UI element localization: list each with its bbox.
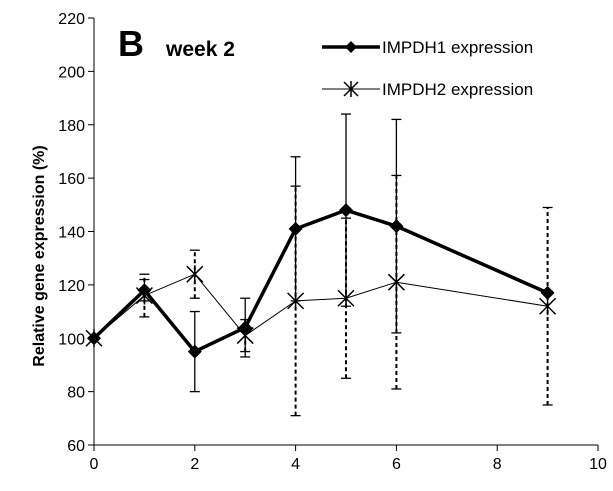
data-point (540, 285, 555, 300)
x-tick-label: 2 (190, 456, 199, 473)
y-tick-label: 100 (58, 331, 85, 348)
x-tick-label: 0 (90, 456, 99, 473)
data-point (186, 265, 204, 284)
series-impdh2 (85, 174, 557, 417)
series-impdh1 (87, 113, 555, 393)
x-tick-label: 6 (392, 456, 401, 473)
y-axis-label: Relative gene expression (%) (31, 145, 48, 366)
legend-entry-impdh1: IMPDH1 expression (322, 38, 533, 57)
y-tick-label: 180 (58, 118, 85, 135)
y-tick-label: 60 (67, 438, 85, 455)
data-point (187, 344, 202, 359)
legend-entry-impdh2: IMPDH2 expression (322, 80, 533, 99)
panel-letter: B (118, 23, 144, 64)
x-tick-label: 8 (493, 456, 502, 473)
legend-label-impdh1: IMPDH1 expression (382, 38, 533, 57)
data-point (339, 203, 353, 218)
data-point (87, 331, 101, 346)
axes (88, 17, 599, 451)
data-point (288, 221, 303, 236)
series-line (92, 208, 549, 354)
data-point (389, 219, 404, 234)
data-point (137, 283, 152, 298)
series-layer (85, 113, 557, 417)
panel-title: week 2 (165, 38, 235, 61)
legend-label-impdh2: IMPDH2 expression (382, 80, 533, 99)
x-tick-labels: 0 2 4 6 8 10 (90, 456, 607, 473)
y-tick-label: 120 (58, 278, 85, 295)
y-tick-labels: 60 80 100 120 140 160 180 200 220 (58, 11, 85, 455)
x-tick-label: 4 (291, 456, 300, 473)
legend-diamond-marker (345, 41, 357, 53)
asterisk-stroke (539, 297, 557, 315)
series-line (93, 273, 548, 339)
y-tick-label: 220 (58, 11, 85, 28)
x-tick-label: 10 (589, 456, 607, 473)
y-tick-label: 160 (58, 171, 85, 188)
asterisk-stroke (186, 265, 204, 283)
y-tick-label: 140 (58, 225, 85, 242)
data-point (539, 297, 557, 316)
data-point (238, 320, 253, 335)
y-tick-label: 200 (58, 64, 85, 81)
legend-asterisk-marker (343, 81, 359, 97)
legend: IMPDH1 expression IMPDH2 expression (322, 38, 533, 99)
y-tick-label: 80 (67, 385, 85, 402)
